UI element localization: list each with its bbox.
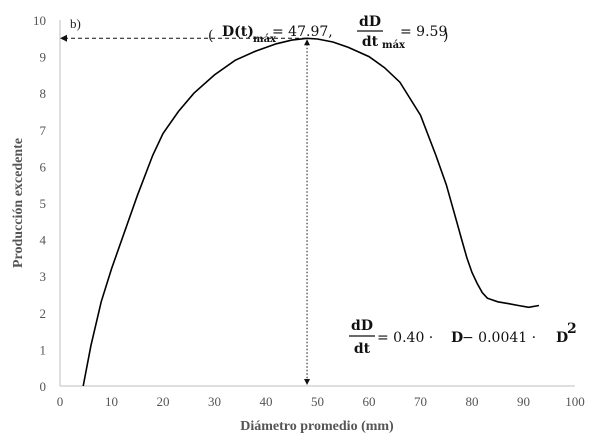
y-tick-label-6: 6 <box>40 159 47 174</box>
eq-frac-num: dD <box>351 318 373 334</box>
y-tick-label-5: 5 <box>40 196 47 211</box>
y-tick-label-10: 10 <box>33 13 46 28</box>
y-tick-labels: 0 1 2 3 4 5 6 7 8 9 10 <box>33 13 47 394</box>
max-open-paren: ( <box>208 28 213 44</box>
x-tick-label-3: 30 <box>208 394 221 409</box>
x-axis-title: Diámetro promedio (mm) <box>240 419 394 434</box>
x-tick-label-2: 20 <box>157 394 170 409</box>
max-sub-1: máx <box>253 34 277 45</box>
max-dt-label: D(t) <box>222 24 254 40</box>
x-tick-label-9: 90 <box>517 394 530 409</box>
y-tick-label-7: 7 <box>40 123 47 138</box>
plot-area <box>59 20 575 387</box>
eq-d-1: D <box>451 330 463 346</box>
x-tick-label-5: 50 <box>311 394 324 409</box>
max-vertical-arrow-bottom <box>304 379 311 385</box>
x-tick-label-8: 80 <box>466 394 479 409</box>
max-horizontal-arrow <box>60 34 67 42</box>
x-tick-label-7: 70 <box>414 394 427 409</box>
derivative-equation: dD dt = 0.40 · D − 0.0041 · D 2 <box>349 318 577 357</box>
x-tick-label-0: 0 <box>57 394 64 409</box>
max-close-paren: ) <box>443 28 448 44</box>
y-tick-label-4: 4 <box>40 233 47 248</box>
y-tick-label-9: 9 <box>40 50 47 65</box>
y-tick-label-0: 0 <box>40 379 47 394</box>
eq-mid: − 0.0041 · <box>462 330 536 346</box>
max-sub-2: máx <box>382 40 406 51</box>
series-line <box>82 37 540 387</box>
max-guides <box>60 34 311 385</box>
max-eq-2: = 9.59 <box>400 24 447 40</box>
max-frac-den: dt <box>362 34 379 50</box>
x-tick-label-10: 100 <box>565 394 585 409</box>
max-frac-num: dD <box>359 14 381 30</box>
x-tick-label-4: 40 <box>260 394 273 409</box>
max-eq-1: = 47.97, <box>272 24 333 40</box>
y-tick-label-8: 8 <box>40 86 47 101</box>
panel-label: b) <box>70 16 81 31</box>
x-tick-label-6: 60 <box>363 394 376 409</box>
x-tick-labels: 0 10 20 30 40 50 60 70 80 90 100 <box>57 394 585 409</box>
y-tick-label-1: 1 <box>40 342 47 357</box>
y-tick-label-3: 3 <box>40 269 47 284</box>
eq-rhs-1: = 0.40 · <box>377 330 433 346</box>
x-tick-label-1: 10 <box>105 394 118 409</box>
max-vertical-arrow-top <box>304 39 311 46</box>
max-annotation: ( D(t) máx = 47.97, dD dt máx = 9.59 ) <box>208 14 448 51</box>
eq-exp: 2 <box>567 321 577 337</box>
y-tick-label-2: 2 <box>40 306 47 321</box>
y-axis-title: Producción excedente <box>11 138 26 268</box>
eq-frac-den: dt <box>354 341 371 357</box>
eq-d-2: D <box>556 330 568 346</box>
